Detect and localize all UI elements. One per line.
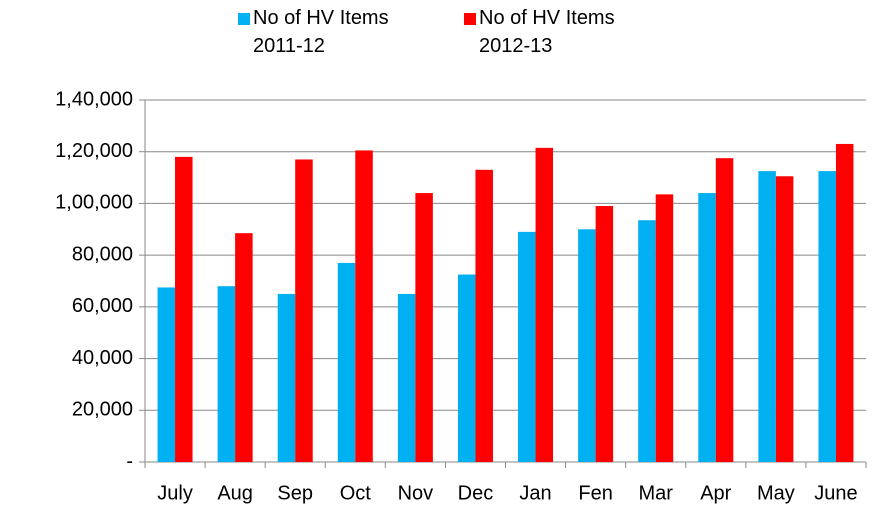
legend-label: No of HV Items 2012-13 [479, 7, 615, 57]
y-tick-label: 40,000 [72, 347, 133, 369]
x-tick-label: Apr [700, 482, 731, 504]
legend-swatch [464, 13, 476, 25]
bar [475, 169, 493, 463]
legend-item: No of HV Items 2011-12 [238, 4, 438, 60]
bar [698, 193, 716, 463]
bar [397, 293, 416, 462]
bar [415, 193, 433, 463]
legend-swatch [238, 13, 250, 25]
legend-item: No of HV Items 2012-13 [464, 4, 664, 60]
bar [217, 286, 236, 462]
y-tick-label: 20,000 [72, 399, 133, 421]
bar [277, 293, 296, 462]
bar [655, 194, 674, 462]
x-tick-label: Sep [277, 482, 313, 504]
bar [535, 147, 554, 463]
bar [595, 206, 614, 462]
y-tick-label: 60,000 [72, 295, 133, 317]
y-tick-label: - [126, 450, 133, 472]
bar [457, 274, 476, 462]
bar [835, 143, 854, 462]
x-tick-label: May [757, 482, 795, 504]
x-tick-label: Aug [217, 482, 253, 504]
bar [175, 156, 193, 462]
bar [157, 287, 176, 462]
y-tick-label: 1,20,000 [55, 140, 133, 162]
x-tick-label: Dec [458, 482, 494, 504]
x-tick-label: Fen [578, 482, 612, 504]
bar [337, 262, 356, 462]
bar [518, 231, 536, 462]
y-tick-label: 1,00,000 [55, 192, 133, 214]
y-tick-label: 1,40,000 [55, 88, 133, 110]
bar [578, 229, 596, 462]
bar [235, 233, 253, 462]
bar [758, 171, 776, 462]
y-tick-label: 80,000 [72, 243, 133, 265]
x-tick-label: Jan [519, 482, 551, 504]
x-tick-label: July [157, 482, 193, 504]
legend-label: No of HV Items 2011-12 [253, 7, 389, 57]
bar [638, 220, 656, 462]
bar [295, 159, 313, 462]
x-tick-label: Mar [638, 482, 673, 504]
bar [355, 150, 373, 462]
x-tick-label: Nov [398, 482, 434, 504]
x-tick-label: June [814, 482, 857, 504]
bar [775, 176, 794, 462]
bar [818, 171, 836, 462]
x-tick-label: Oct [340, 482, 372, 504]
bar [715, 158, 734, 462]
